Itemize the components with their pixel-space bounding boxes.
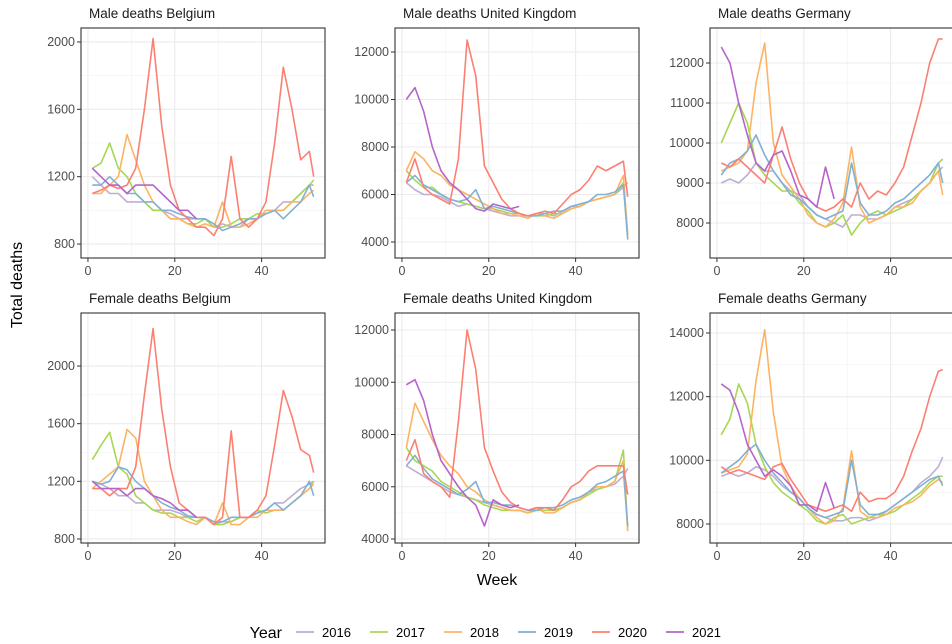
y-tick-label: 10000	[354, 92, 389, 106]
y-tick-label: 12000	[669, 56, 704, 70]
series-line	[405, 86, 520, 212]
x-tick-label: 20	[168, 264, 182, 278]
panel-border	[709, 27, 952, 259]
y-tick-label: 12000	[354, 323, 389, 337]
series-line	[405, 39, 629, 217]
y-tick-label: 9000	[676, 176, 704, 190]
series-group	[720, 329, 944, 525]
y-tick-label: 12000	[669, 390, 704, 404]
panel-background	[395, 28, 639, 258]
panel-border	[80, 312, 326, 544]
series-line	[92, 37, 315, 237]
series-line	[720, 383, 943, 525]
x-tick-label: 20	[482, 264, 496, 278]
y-tick-label: 6000	[361, 187, 389, 201]
y-tick-label: 8000	[676, 517, 704, 531]
legend-label: 2017	[396, 625, 425, 640]
y-tick-label: 10000	[354, 375, 389, 389]
series-line	[405, 402, 629, 532]
series-group	[91, 37, 315, 237]
series-group	[405, 329, 629, 532]
panel-title: Female deaths Germany	[718, 291, 867, 306]
x-tick-label: 40	[569, 549, 583, 563]
panel-title: Male deaths Belgium	[89, 6, 215, 21]
series-line	[720, 134, 944, 220]
y-tick-label: 1200	[47, 170, 75, 184]
series-line	[720, 42, 944, 228]
series-group	[91, 327, 315, 526]
y-tick-label: 8000	[361, 428, 389, 442]
x-tick-label: 40	[255, 264, 269, 278]
legend-label: 2018	[470, 625, 499, 640]
panel-border	[709, 312, 952, 544]
series-line	[92, 175, 315, 232]
y-tick-label: 2000	[47, 35, 75, 49]
x-tick-label: 40	[884, 264, 898, 278]
y-tick-label: 1200	[47, 474, 75, 488]
x-tick-label: 0	[713, 264, 720, 278]
y-tick-label: 800	[54, 532, 75, 546]
series-line	[720, 46, 835, 208]
x-tick-label: 20	[797, 264, 811, 278]
x-tick-label: 0	[398, 264, 405, 278]
y-tick-label: 4000	[361, 532, 389, 546]
x-tick-label: 40	[884, 549, 898, 563]
legend-label: 2016	[322, 625, 351, 640]
series-line	[92, 133, 315, 228]
x-tick-label: 0	[84, 549, 91, 563]
panel-background	[81, 313, 325, 543]
series-line	[720, 102, 944, 236]
legend-label: 2020	[618, 625, 647, 640]
series-line	[92, 327, 315, 526]
x-tick-label: 20	[168, 549, 182, 563]
y-tick-label: 14000	[669, 326, 704, 340]
series-group	[720, 38, 944, 236]
panel-border	[394, 27, 640, 259]
panel-background	[395, 313, 639, 543]
x-tick-label: 20	[482, 549, 496, 563]
y-tick-label: 6000	[361, 480, 389, 494]
series-group	[405, 39, 629, 240]
panel-border	[394, 312, 640, 544]
panel-title: Male deaths Germany	[718, 6, 851, 21]
x-tick-label: 40	[255, 549, 269, 563]
y-axis-title: Total deaths	[9, 242, 26, 328]
x-tick-label: 0	[84, 264, 91, 278]
legend-label: 2019	[544, 625, 573, 640]
legend-title: Year	[250, 625, 283, 642]
x-tick-label: 20	[797, 549, 811, 563]
series-line	[91, 480, 198, 518]
panel-title: Female deaths Belgium	[89, 291, 231, 306]
y-tick-label: 12000	[354, 45, 389, 59]
y-tick-label: 10000	[669, 136, 704, 150]
y-tick-label: 11000	[670, 96, 704, 110]
series-line	[721, 329, 944, 525]
y-tick-label: 10000	[669, 453, 704, 467]
series-line	[405, 150, 629, 235]
y-tick-label: 4000	[361, 235, 389, 249]
y-tick-label: 800	[54, 237, 75, 251]
panel-border	[80, 27, 326, 259]
y-tick-label: 8000	[361, 140, 389, 154]
panel-title: Male deaths United Kingdom	[403, 6, 576, 21]
series-line	[405, 378, 520, 527]
series-line	[405, 329, 629, 512]
series-line	[720, 383, 835, 513]
y-tick-label: 1600	[47, 417, 75, 431]
x-tick-label: 0	[713, 549, 720, 563]
y-tick-label: 8000	[676, 216, 704, 230]
y-tick-label: 2000	[47, 359, 75, 373]
x-tick-label: 40	[569, 264, 583, 278]
y-tick-label: 1600	[47, 102, 75, 116]
legend-label: 2021	[692, 625, 721, 640]
x-tick-label: 0	[398, 549, 405, 563]
series-line	[91, 167, 198, 220]
x-axis-title: Week	[477, 572, 519, 589]
panel-title: Female deaths United Kingdom	[403, 291, 592, 306]
series-line	[720, 38, 943, 212]
series-line	[720, 443, 944, 519]
